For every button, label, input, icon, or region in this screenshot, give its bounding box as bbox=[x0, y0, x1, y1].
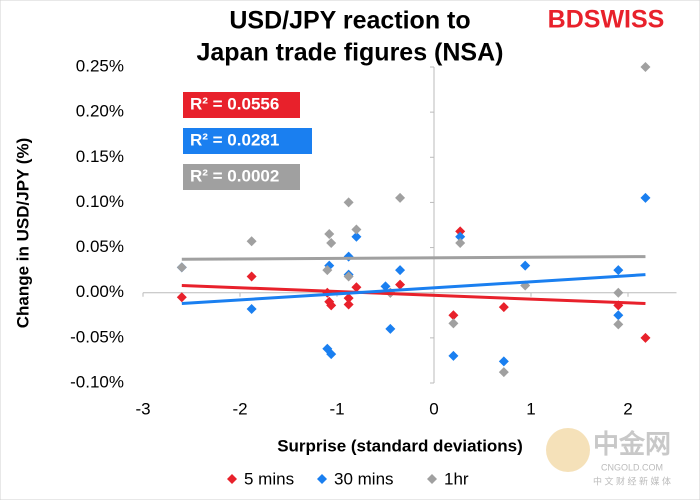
point bbox=[448, 350, 459, 361]
y-tick-label: 0.05% bbox=[76, 237, 124, 256]
point bbox=[380, 281, 391, 292]
point bbox=[343, 197, 354, 208]
y-tick-label: -0.10% bbox=[70, 372, 124, 391]
point bbox=[351, 224, 362, 235]
x-tick-label: 0 bbox=[429, 399, 438, 418]
x-tick-label: 1 bbox=[526, 399, 535, 418]
point bbox=[448, 310, 459, 321]
y-tick-label: 0.00% bbox=[76, 282, 124, 301]
watermark-icon bbox=[546, 428, 590, 472]
point bbox=[613, 287, 624, 298]
point bbox=[324, 229, 335, 240]
watermark: 中金网 bbox=[593, 429, 671, 459]
point bbox=[385, 323, 396, 334]
point bbox=[455, 226, 466, 237]
r2-label: R² = 0.0556 bbox=[190, 94, 279, 113]
point bbox=[246, 236, 257, 247]
point bbox=[176, 292, 187, 303]
legend-label: 30 mins bbox=[334, 469, 394, 488]
y-tick-label: 0.15% bbox=[76, 147, 124, 166]
point bbox=[326, 238, 337, 249]
point bbox=[343, 293, 354, 304]
r2-box bbox=[183, 128, 312, 154]
legend-marker bbox=[227, 474, 237, 484]
point bbox=[498, 302, 509, 313]
point bbox=[343, 271, 354, 282]
point bbox=[395, 279, 406, 290]
legend-label: 5 mins bbox=[244, 469, 294, 488]
point bbox=[640, 192, 651, 203]
watermark: 中 文 财 经 新 媒 体 bbox=[593, 475, 671, 486]
point bbox=[498, 356, 509, 367]
trend-line bbox=[181, 273, 646, 306]
point bbox=[455, 231, 466, 242]
point bbox=[322, 265, 333, 276]
chart-title: Japan trade figures (NSA) bbox=[196, 39, 503, 67]
watermark: CNGOLD.COM bbox=[601, 462, 663, 472]
point bbox=[326, 349, 337, 360]
y-tick-label: 0.10% bbox=[76, 192, 124, 211]
x-tick-label: -3 bbox=[135, 399, 150, 418]
point bbox=[351, 282, 362, 293]
x-tick-label: -1 bbox=[329, 399, 344, 418]
trend-line bbox=[181, 255, 646, 261]
point bbox=[351, 231, 362, 242]
point bbox=[640, 62, 651, 72]
y-tick-label: -0.05% bbox=[70, 327, 124, 346]
trend-line bbox=[181, 283, 646, 306]
point bbox=[448, 318, 459, 329]
r2-box bbox=[183, 164, 300, 190]
r2-label: R² = 0.0281 bbox=[190, 130, 279, 149]
logo: BDSWISS bbox=[548, 6, 665, 34]
x-axis-label: Surprise (standard deviations) bbox=[277, 436, 523, 455]
r2-label: R² = 0.0002 bbox=[190, 166, 279, 185]
point bbox=[395, 192, 406, 203]
point bbox=[520, 260, 531, 271]
legend-marker bbox=[427, 474, 437, 484]
point bbox=[613, 265, 624, 276]
y-tick-label: 0.20% bbox=[76, 102, 124, 121]
legend-marker bbox=[317, 474, 327, 484]
point bbox=[395, 265, 406, 276]
x-tick-label: -2 bbox=[232, 399, 247, 418]
point bbox=[498, 367, 509, 378]
point bbox=[246, 271, 257, 282]
r2-box bbox=[183, 92, 300, 118]
legend-label: 1hr bbox=[444, 469, 469, 488]
point bbox=[455, 238, 466, 249]
point bbox=[613, 310, 624, 321]
point bbox=[326, 300, 337, 311]
point bbox=[343, 299, 354, 310]
x-tick-label: 2 bbox=[623, 399, 632, 418]
point bbox=[640, 332, 651, 343]
y-axis-label: Change in USD/JPY (%) bbox=[13, 138, 32, 329]
point bbox=[613, 319, 624, 330]
chart-title: USD/JPY reaction to bbox=[229, 7, 470, 35]
point bbox=[246, 303, 257, 314]
y-tick-label: 0.25% bbox=[76, 56, 124, 75]
point bbox=[176, 262, 187, 273]
